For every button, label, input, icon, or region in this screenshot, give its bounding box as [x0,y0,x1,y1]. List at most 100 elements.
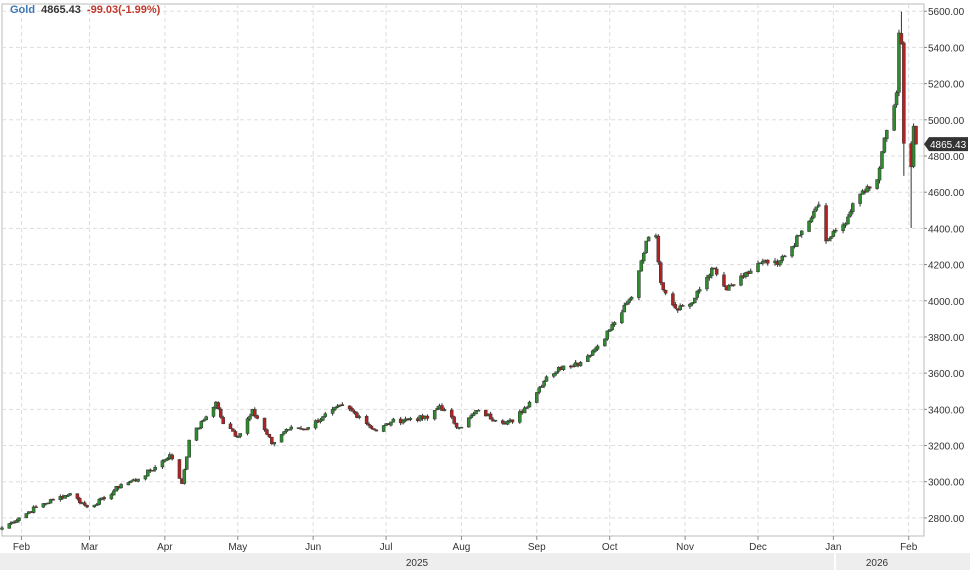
y-tick-label: 3400.00 [928,405,965,416]
candle-body [710,267,714,277]
candle-body [270,436,274,444]
candle-body [216,402,221,410]
candle-body [306,427,311,430]
candle-body [637,270,641,298]
candle-body [659,262,663,283]
candle-body [892,105,896,131]
candle-body [357,416,362,418]
candle-body [65,495,70,497]
candle-body [374,429,379,432]
candle-body [829,236,833,239]
y-tick-label: 4800.00 [928,152,965,163]
candle-body [778,260,782,266]
candle-body [722,274,726,287]
candle-body [85,505,89,508]
candle-body [603,338,607,347]
candle-body [199,421,204,429]
candle-body [539,386,544,388]
candle-body [381,425,386,432]
candle-body [289,426,294,430]
candle-body [282,431,286,435]
x-month-label: Dec [749,542,767,553]
x-month-label: Sep [528,542,546,553]
candle-body [17,517,21,521]
candle-body [153,466,157,471]
candle-body [75,493,80,499]
candle-body [238,433,242,437]
candle-body [204,416,208,421]
candle-body [267,433,272,438]
candle-body [542,380,546,387]
candle-body [656,235,661,263]
x-month-label: Jan [825,542,841,553]
candle-body [245,418,250,434]
y-tick-label: 4600.00 [928,188,965,199]
candle-body [48,499,53,504]
candle-body [590,350,595,356]
candle-body [695,291,699,298]
candle-body [493,419,498,422]
candle-body [335,405,340,408]
candle-body [389,421,393,426]
candle-body [82,502,87,506]
candle-body [641,253,646,262]
candle-body [483,409,488,417]
candle-body [323,413,328,417]
candle-body [554,371,558,374]
candle-body [187,439,191,458]
candle-body [761,260,765,264]
candle-body [875,179,879,189]
x-month-label: Aug [453,542,471,553]
candle-body [143,475,148,480]
candle-body [680,305,685,307]
candle-body [160,460,165,468]
candle-body [678,305,682,310]
candle-body [693,297,697,304]
candle-body [688,303,692,307]
candle-body [705,277,709,290]
candle-body [262,417,267,431]
x-month-label: Apr [157,542,173,553]
candle-body [119,484,123,488]
candle-body [476,409,481,412]
candle-body [646,236,651,242]
candle-body [163,459,167,462]
candle-body [756,263,760,273]
y-tick-label: 3200.00 [928,442,965,453]
candle-body [253,409,257,417]
candle-body [78,498,82,504]
candle-body [452,416,456,424]
candle-body [333,406,337,410]
candle-body [620,312,624,324]
candle-body [432,410,437,420]
x-year-label: 2026 [866,558,889,569]
candle-body [182,469,187,484]
candle-body [46,502,50,505]
candle-body [807,220,811,232]
candle-body [126,482,131,486]
y-tick-label: 4200.00 [928,261,965,272]
x-month-label: Nov [676,542,694,553]
candle-body [544,376,549,382]
y-tick-label: 5400.00 [928,43,965,54]
candle-body [661,282,665,291]
candle-body [440,405,444,411]
y-tick-label: 4000.00 [928,297,965,308]
x-month-label: Oct [602,542,618,553]
candle-body [902,42,906,144]
legend-symbol: Gold [10,4,36,16]
candle-body [177,459,182,479]
candle-body [525,407,529,409]
candle-body [858,193,862,204]
candle-body [782,255,787,258]
candle-body [588,355,593,357]
candle-body [219,408,223,418]
candle-body [795,235,799,247]
candle-body [7,523,12,529]
candle-body [24,513,29,519]
candle-body [369,425,374,429]
candle-body [41,503,46,508]
candle-body [255,415,259,419]
